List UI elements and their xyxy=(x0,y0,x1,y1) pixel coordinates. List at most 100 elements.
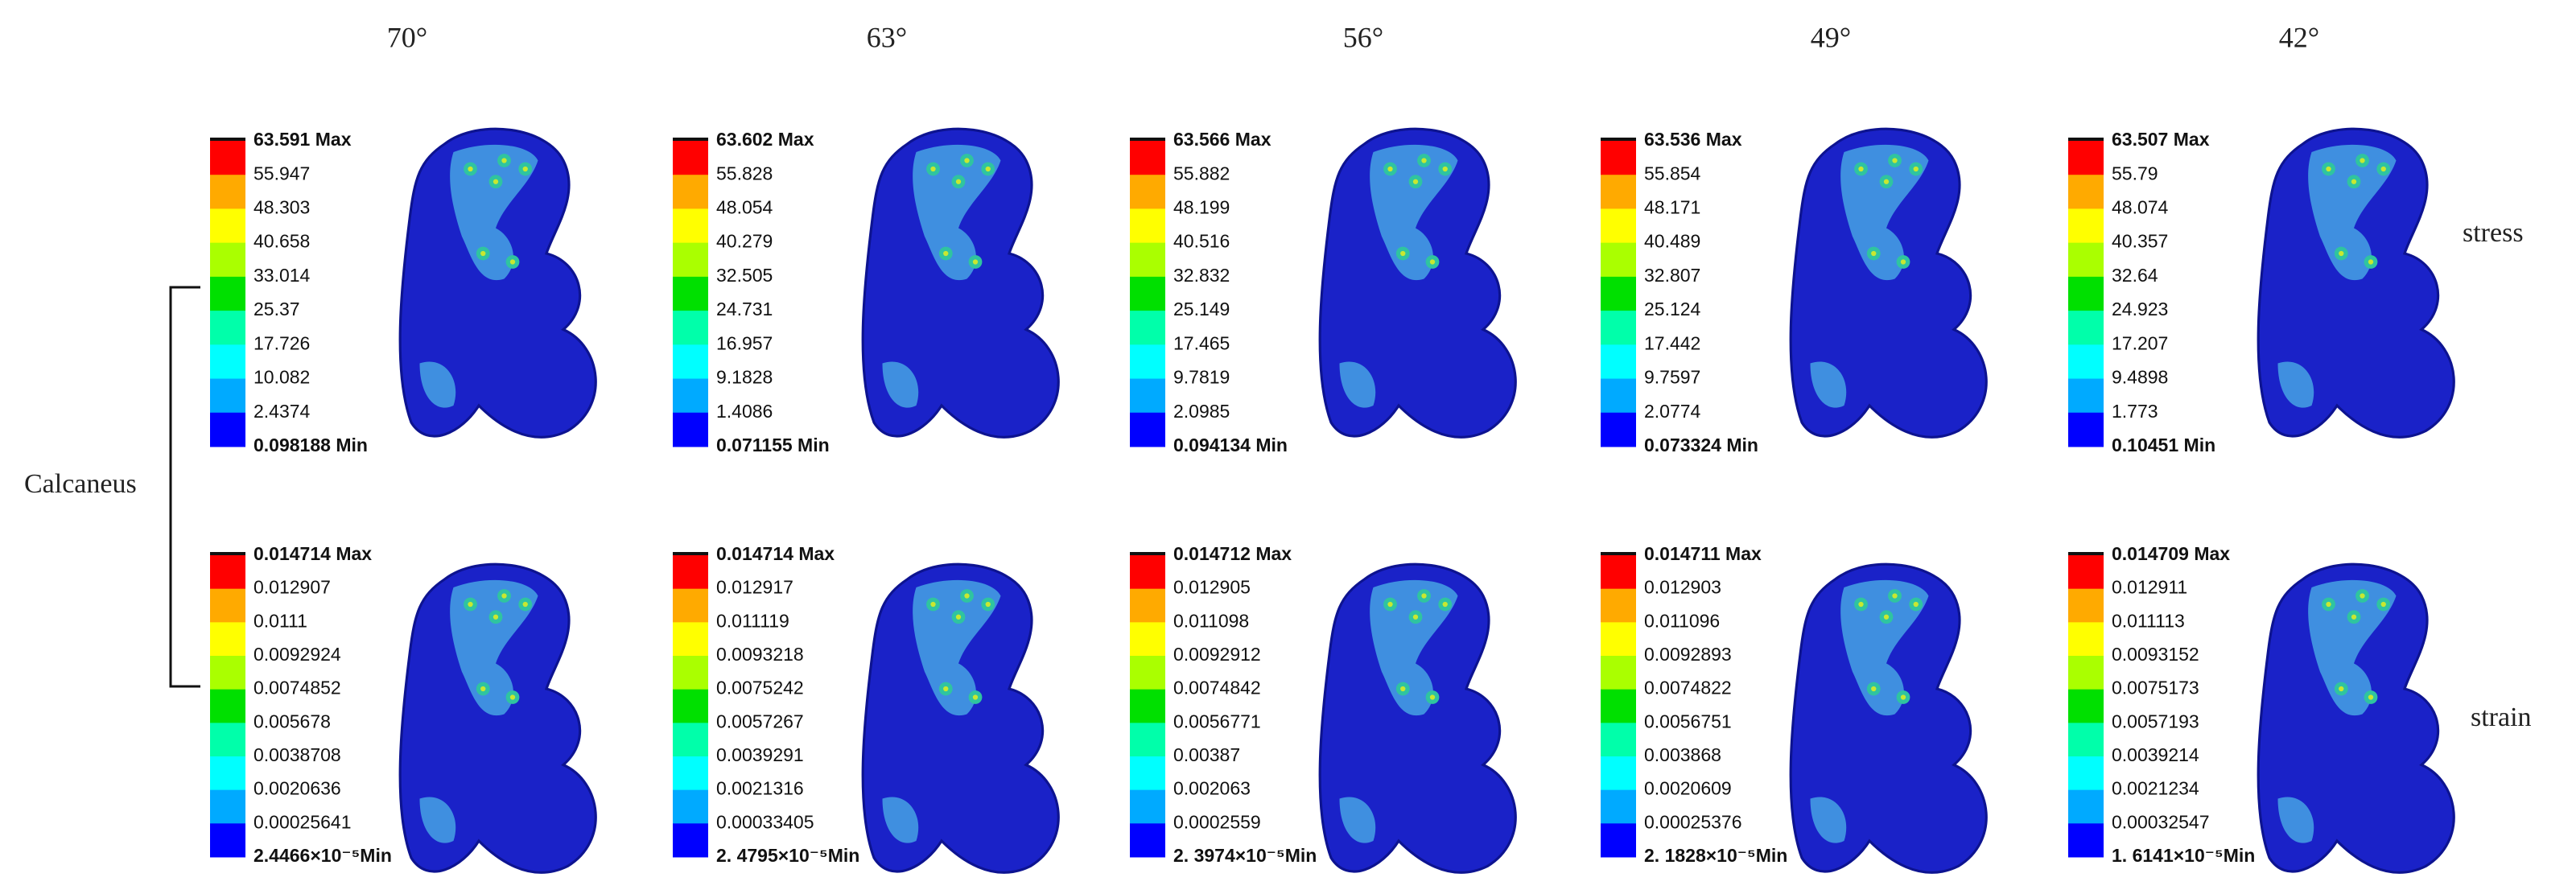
legend-label: 1. 6141×10⁻⁵Min xyxy=(2112,845,2255,866)
legend-label: 0.0093152 xyxy=(2112,644,2199,665)
legend-label: 10.082 xyxy=(253,367,310,388)
hotspot-core xyxy=(1913,166,1919,172)
hotspot-core xyxy=(1913,601,1919,608)
hotspot-core xyxy=(964,593,970,599)
legend-label: 55.882 xyxy=(1173,163,1230,183)
legend-label: 0.011119 xyxy=(716,610,789,631)
legend-band xyxy=(2068,378,2104,414)
legend-label: 48.171 xyxy=(1644,197,1700,218)
legend-top xyxy=(1130,552,1165,555)
bone-surface xyxy=(1318,562,1517,874)
legend-label: 55.828 xyxy=(716,163,773,183)
legend-label: 40.489 xyxy=(1644,231,1700,252)
hotspot-core xyxy=(2360,158,2365,163)
legend-band xyxy=(1601,656,1636,690)
legend-label: 2. 4795×10⁻⁵Min xyxy=(716,845,859,866)
legend: 0.014712 Max 0.012905 0.011098 0.0092912 0.0… xyxy=(1130,543,1317,866)
legend-band xyxy=(1130,588,1165,623)
legend-label: 1.4086 xyxy=(716,401,773,422)
legend-band xyxy=(1601,344,1636,380)
hotspot-core xyxy=(1892,158,1898,163)
legend-band xyxy=(210,208,245,244)
legend-band xyxy=(1601,689,1636,723)
legend-band xyxy=(2068,622,2104,657)
legend-top xyxy=(210,552,245,555)
hotspot-core xyxy=(2326,601,2331,608)
legend-band xyxy=(210,175,245,209)
legend-label: 0.012911 xyxy=(2112,577,2187,598)
legend-label: 0.0074852 xyxy=(253,678,341,698)
legend-band xyxy=(210,555,245,590)
legend-label: 0.10451 Min xyxy=(2112,435,2215,455)
legend-band xyxy=(673,311,708,345)
hotspot-core xyxy=(493,179,499,184)
bone-model xyxy=(1318,127,1517,439)
legend-label: 0.002063 xyxy=(1173,778,1251,799)
legend-band xyxy=(1130,823,1165,858)
legend-band xyxy=(1130,789,1165,824)
hotspot-core xyxy=(1883,614,1890,620)
legend-band xyxy=(2068,175,2104,209)
legend-label: 63.566 Max xyxy=(1173,129,1272,150)
bone-model xyxy=(2257,562,2455,874)
row-label: stress xyxy=(2463,218,2524,248)
legend-label: 55.947 xyxy=(253,163,310,183)
legend-band xyxy=(1130,311,1165,345)
legend-band xyxy=(2068,588,2104,623)
legend-band xyxy=(1601,823,1636,858)
legend-label: 0.0039214 xyxy=(2112,744,2199,765)
legend-band xyxy=(210,756,245,791)
hotspot-core xyxy=(501,593,507,599)
angle-label: 49° xyxy=(1811,21,1851,53)
legend-label: 0.0056751 xyxy=(1644,711,1732,731)
legend-band xyxy=(1130,378,1165,414)
legend-band xyxy=(2068,141,2104,175)
legend-band xyxy=(1130,208,1165,244)
legend-band xyxy=(673,378,708,414)
legend-band xyxy=(210,622,245,657)
hotspot-core xyxy=(1871,686,1877,692)
hotspot-core xyxy=(1400,686,1406,692)
legend-band xyxy=(2068,756,2104,791)
angle-label: 63° xyxy=(867,21,907,53)
legend: 63.536 Max 55.854 48.171 40.489 32.807 25.124… xyxy=(1601,129,1758,455)
legend-band xyxy=(210,141,245,175)
legend-label: 9.4898 xyxy=(2112,367,2168,388)
hotspot-core xyxy=(955,614,962,620)
legend-band xyxy=(2068,789,2104,824)
legend-label: 0.014714 Max xyxy=(716,543,835,564)
legend-label: 0.0092912 xyxy=(1173,644,1261,665)
legend-label: 0.0074822 xyxy=(1644,678,1732,698)
angle-label: 56° xyxy=(1343,21,1383,53)
bone-model xyxy=(1318,562,1517,874)
hotspot-core xyxy=(930,166,936,172)
legend-label: 9.1828 xyxy=(716,367,773,388)
legend-label: 25.124 xyxy=(1644,299,1701,319)
legend-band xyxy=(673,723,708,757)
legend-label: 0.0020636 xyxy=(253,778,341,799)
legend-label: 0.014709 Max xyxy=(2112,543,2230,564)
legend-top xyxy=(2068,138,2104,141)
hotspot-core xyxy=(468,166,473,172)
angle-label: 42° xyxy=(2279,21,2319,53)
legend-label: 17.726 xyxy=(253,332,310,353)
legend-band xyxy=(1601,723,1636,757)
legend-band xyxy=(210,656,245,690)
hotspot-core xyxy=(501,158,507,163)
legend: 0.014714 Max 0.012917 0.011119 0.0093218 0.0… xyxy=(673,543,859,866)
legend-label: 33.014 xyxy=(253,265,311,286)
legend-label: 9.7819 xyxy=(1173,367,1230,388)
legend-label: 0.014714 Max xyxy=(253,543,372,564)
hotspot-core xyxy=(1429,694,1436,700)
hotspot-core xyxy=(1858,166,1864,172)
legend-label: 2.0774 xyxy=(1644,401,1701,422)
hotspot-core xyxy=(1421,593,1427,599)
legend-band xyxy=(1601,208,1636,244)
legend-band xyxy=(210,242,245,278)
legend-band xyxy=(1130,723,1165,757)
legend-band xyxy=(673,823,708,858)
legend-band xyxy=(1601,412,1636,447)
hotspot-core xyxy=(1871,250,1877,257)
legend-label: 63.536 Max xyxy=(1644,129,1742,150)
